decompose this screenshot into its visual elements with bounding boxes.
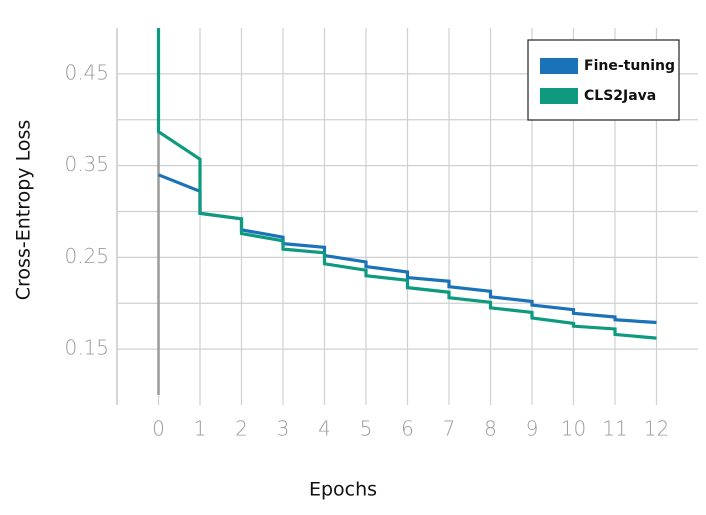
x-axis-title: Epochs <box>309 479 377 501</box>
x-tick-label: 1 <box>194 417 207 441</box>
legend-label: CLS2Java <box>584 88 656 104</box>
x-tick-label: 8 <box>484 417 497 441</box>
x-tick-label: 9 <box>526 417 539 441</box>
legend: Fine-tuning CLS2Java <box>527 39 680 121</box>
legend-label: Fine-tuning <box>584 58 675 74</box>
y-axis-title: Cross-Entropy Loss <box>13 120 35 300</box>
series-line <box>156 28 657 340</box>
x-tick-label: 5 <box>360 417 373 441</box>
x-tick-label: 12 <box>644 417 669 441</box>
x-tick-label: 2 <box>235 417 248 441</box>
y-tick-label: 0.25 <box>64 244 109 268</box>
x-tick-label: 10 <box>561 417 586 441</box>
x-tick-label: 0 <box>152 417 165 441</box>
x-tick-label: 4 <box>318 417 331 441</box>
legend-swatch <box>540 58 578 74</box>
y-tick-label: 0.45 <box>64 60 109 84</box>
legend-box <box>527 39 680 121</box>
y-tick-label: 0.15 <box>64 336 109 360</box>
x-tick-label: 11 <box>602 417 627 441</box>
legend-swatch <box>540 88 578 104</box>
y-tick-label: 0.35 <box>64 152 109 176</box>
x-tick-label: 6 <box>401 417 414 441</box>
x-tick-label: 3 <box>277 417 290 441</box>
x-tick-label: 7 <box>443 417 456 441</box>
